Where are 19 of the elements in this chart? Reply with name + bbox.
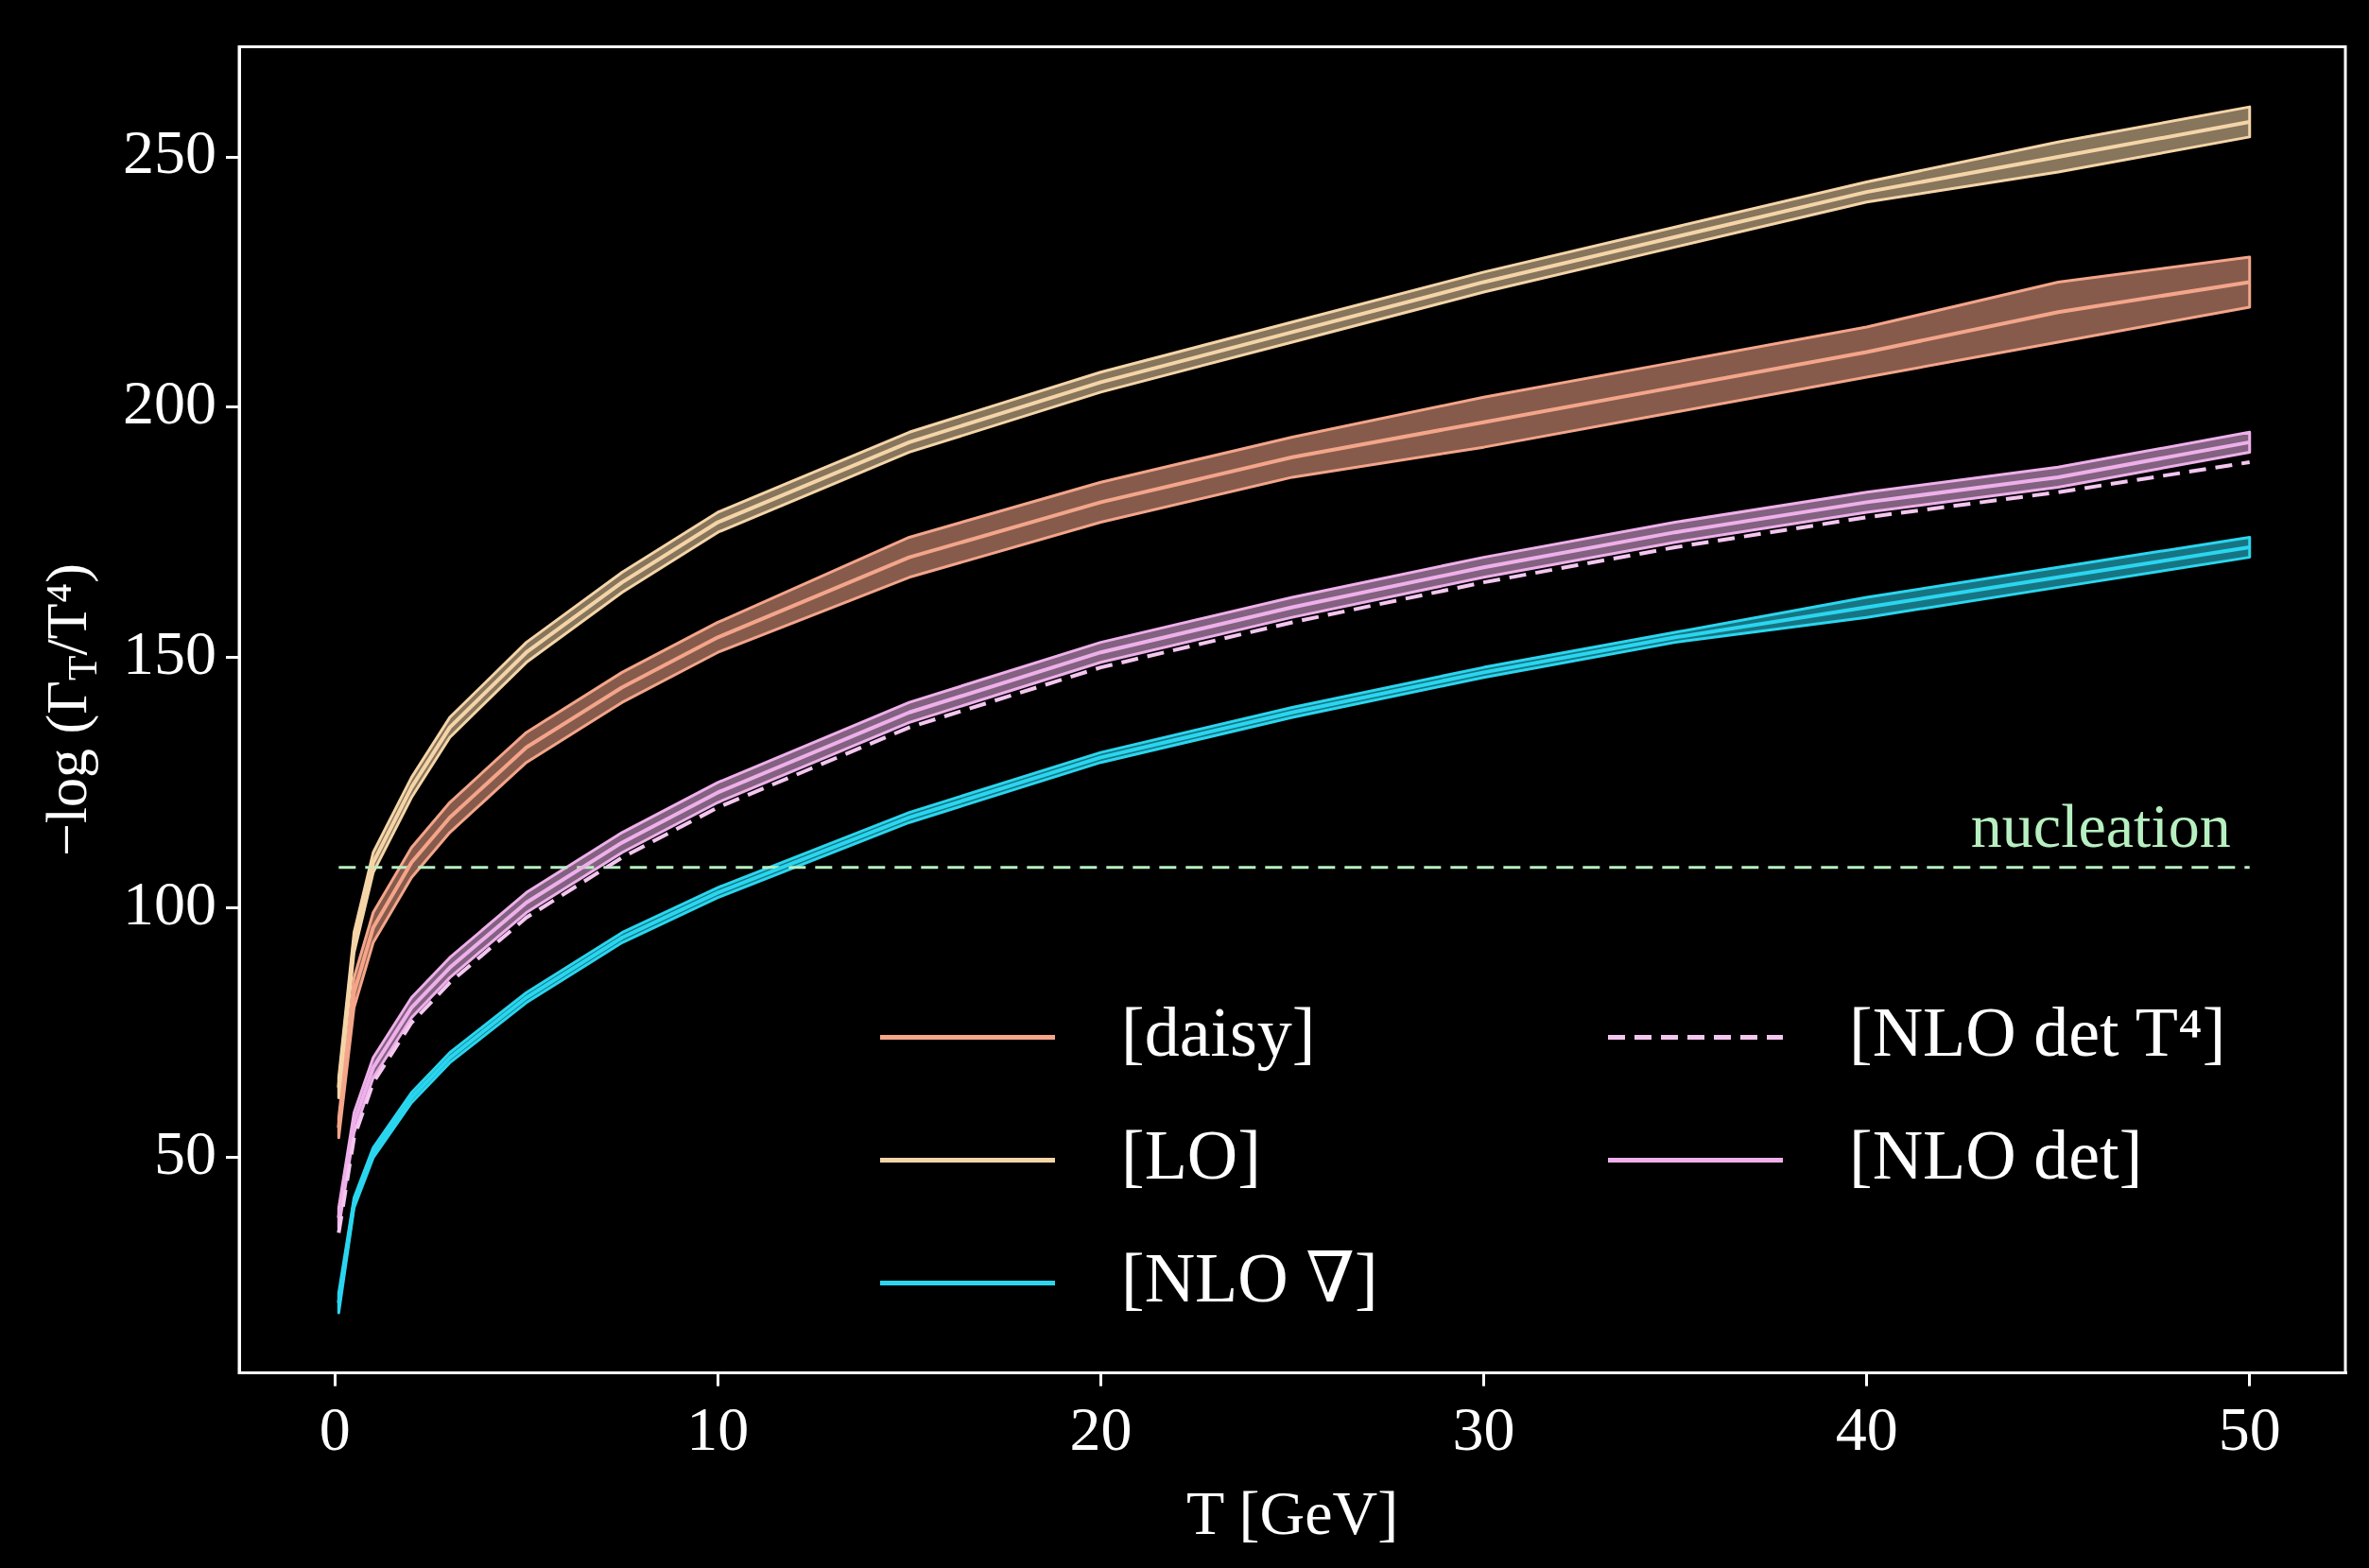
x-tick-label: 10 — [686, 1393, 750, 1463]
y-tick-label: 50 — [154, 1118, 216, 1188]
y-tick-label: 100 — [123, 868, 216, 938]
y-tick-label: 150 — [123, 617, 216, 687]
x-tick-label: 50 — [2218, 1393, 2281, 1463]
legend-label: [NLO det] — [1849, 1116, 2143, 1195]
legend-label: [NLO ∇] — [1121, 1239, 1378, 1318]
x-tick-label: 0 — [319, 1393, 351, 1463]
y-tick-label: 250 — [123, 117, 216, 187]
legend-label: [NLO det T⁴] — [1849, 993, 2226, 1072]
x-tick-label: 40 — [1835, 1393, 1898, 1463]
ref-line-label: nucleation — [1970, 790, 2231, 860]
x-tick-label: 30 — [1452, 1393, 1515, 1463]
legend-label: [LO] — [1121, 1116, 1261, 1195]
y-axis-title: −log (ΓT/T⁴) — [34, 563, 105, 857]
legend-label: [daisy] — [1121, 993, 1316, 1072]
x-axis-title: T [GeV] — [1185, 1477, 1399, 1547]
x-tick-label: 20 — [1069, 1393, 1133, 1463]
y-tick-label: 200 — [123, 368, 216, 438]
